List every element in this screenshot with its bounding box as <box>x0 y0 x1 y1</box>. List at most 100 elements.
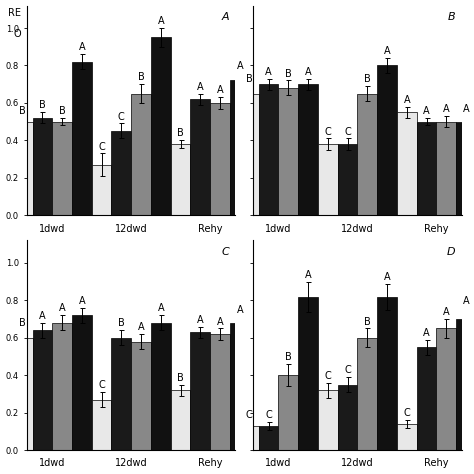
Text: B: B <box>118 319 125 328</box>
Bar <box>456 319 474 450</box>
Text: C: C <box>344 127 351 137</box>
Bar <box>72 62 92 215</box>
Bar <box>52 122 72 215</box>
Text: A: A <box>237 305 243 315</box>
Bar <box>417 347 437 450</box>
Bar <box>397 112 417 215</box>
Text: B: B <box>177 128 184 138</box>
Text: B: B <box>364 317 371 327</box>
Bar <box>239 426 259 450</box>
Bar <box>13 122 33 215</box>
Text: A: A <box>443 307 450 317</box>
Text: A: A <box>463 104 469 114</box>
Bar <box>92 400 111 450</box>
Text: B: B <box>138 73 145 82</box>
Text: A: A <box>221 12 229 22</box>
Bar <box>279 88 298 215</box>
Text: A: A <box>59 303 65 313</box>
Bar <box>111 338 131 450</box>
Text: C: C <box>221 247 229 257</box>
Text: RE: RE <box>8 8 21 18</box>
Bar <box>13 338 33 450</box>
Bar <box>131 342 151 450</box>
Text: B: B <box>177 373 184 383</box>
Text: B: B <box>364 74 371 84</box>
Bar <box>298 84 318 215</box>
Text: B: B <box>59 106 65 116</box>
Text: A: A <box>384 46 391 56</box>
Text: B: B <box>246 74 252 84</box>
Text: A: A <box>305 67 311 77</box>
Text: A: A <box>237 61 243 71</box>
Text: A: A <box>384 272 391 282</box>
Bar <box>210 334 230 450</box>
Bar <box>456 122 474 215</box>
Text: A: A <box>79 42 85 52</box>
Text: C: C <box>325 371 331 381</box>
Text: A: A <box>443 104 450 114</box>
Bar <box>337 144 357 215</box>
Text: A: A <box>423 328 430 338</box>
Text: A: A <box>157 16 164 26</box>
Bar <box>111 131 131 215</box>
Bar <box>318 144 337 215</box>
Text: A: A <box>197 82 204 91</box>
Bar <box>191 332 210 450</box>
Bar <box>33 330 52 450</box>
Bar <box>191 99 210 215</box>
Text: B: B <box>285 352 292 362</box>
Bar <box>131 93 151 215</box>
Text: B: B <box>285 69 292 79</box>
Text: B: B <box>19 106 26 116</box>
Text: A: A <box>305 270 311 280</box>
Bar <box>318 390 337 450</box>
Bar <box>357 338 377 450</box>
Bar <box>357 93 377 215</box>
Bar <box>210 103 230 215</box>
Bar <box>72 315 92 450</box>
Bar <box>437 122 456 215</box>
Bar <box>230 323 250 450</box>
Text: C: C <box>98 380 105 390</box>
Bar <box>92 164 111 215</box>
Text: A: A <box>217 85 223 95</box>
Text: A: A <box>157 303 164 313</box>
Text: A: A <box>79 296 85 306</box>
Text: C: C <box>98 142 105 152</box>
Bar <box>417 122 437 215</box>
Text: B: B <box>447 12 456 22</box>
Bar <box>377 297 397 450</box>
Bar <box>337 384 357 450</box>
Text: A: A <box>423 106 430 116</box>
Text: B: B <box>19 319 26 328</box>
Bar <box>239 93 259 215</box>
Text: C: C <box>246 410 252 420</box>
Text: C: C <box>118 111 125 122</box>
Text: C: C <box>344 365 351 375</box>
Text: C: C <box>325 127 331 137</box>
Bar <box>151 323 171 450</box>
Text: A: A <box>138 322 145 332</box>
Bar <box>298 297 318 450</box>
Text: A: A <box>265 67 272 77</box>
Text: O: O <box>13 28 21 38</box>
Bar <box>377 65 397 215</box>
Text: A: A <box>217 317 223 327</box>
Bar <box>230 81 250 215</box>
Bar <box>397 424 417 450</box>
Text: D: D <box>447 247 456 257</box>
Text: C: C <box>265 410 272 420</box>
Bar <box>52 323 72 450</box>
Bar <box>279 375 298 450</box>
Text: A: A <box>463 296 469 306</box>
Bar <box>151 37 171 215</box>
Text: B: B <box>39 100 46 110</box>
Bar <box>259 426 279 450</box>
Text: A: A <box>197 315 204 325</box>
Bar <box>259 84 279 215</box>
Text: A: A <box>39 311 46 321</box>
Text: C: C <box>403 408 410 418</box>
Bar <box>171 390 191 450</box>
Bar <box>437 328 456 450</box>
Bar <box>33 118 52 215</box>
